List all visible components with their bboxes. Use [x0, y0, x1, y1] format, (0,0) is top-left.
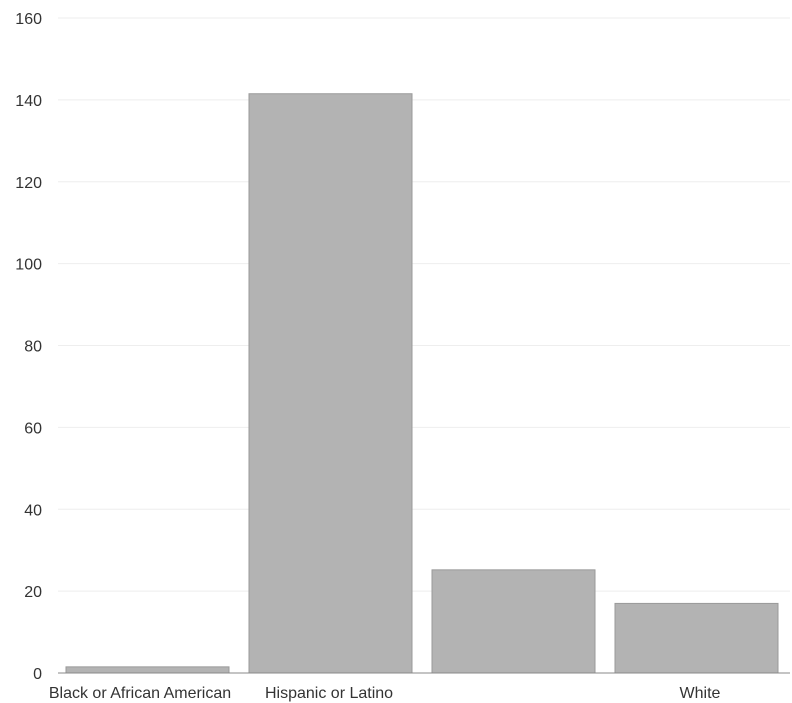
y-tick-label: 0 [33, 666, 42, 683]
x-category-label: Black or African American [49, 685, 231, 702]
x-category-label: Hispanic or Latino [265, 685, 393, 702]
gridlines [58, 17, 790, 592]
y-axis-ticks: 0 20 40 60 80 100 120 140 160 [15, 11, 42, 683]
y-tick-label: 60 [24, 420, 42, 437]
bars [65, 93, 779, 674]
y-tick-label: 100 [15, 257, 42, 274]
y-tick-label: 140 [15, 93, 42, 110]
y-tick-label: 20 [24, 584, 42, 601]
bar [248, 93, 413, 674]
x-category-label: White [680, 685, 721, 702]
y-tick-label: 160 [15, 11, 42, 28]
bar [431, 569, 596, 674]
bar [65, 666, 230, 674]
y-tick-label: 80 [24, 339, 42, 356]
bar [614, 602, 779, 674]
x-axis-labels: Black or African American Hispanic or Lat… [49, 685, 721, 702]
y-tick-label: 40 [24, 502, 42, 519]
y-tick-label: 120 [15, 175, 42, 192]
